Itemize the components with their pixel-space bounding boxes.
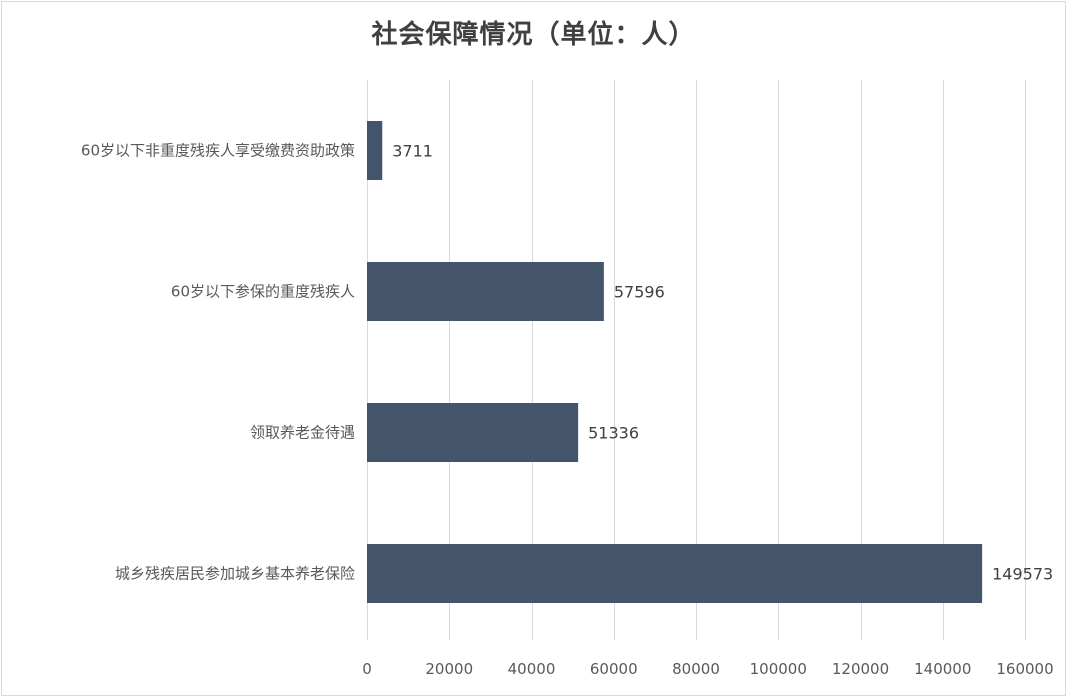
x-tick-label: 40000 bbox=[508, 660, 556, 678]
x-tick-label: 140000 bbox=[914, 660, 971, 678]
data-label: 149573 bbox=[992, 565, 1053, 584]
category-label: 城乡残疾居民参加城乡基本养老保险 bbox=[115, 565, 355, 583]
data-label: 57596 bbox=[614, 283, 665, 302]
category-label: 60岁以下参保的重度残疾人 bbox=[171, 283, 355, 301]
x-tick-label: 20000 bbox=[425, 660, 473, 678]
x-tick-label: 80000 bbox=[672, 660, 720, 678]
chart-title: 社会保障情况（单位：人） bbox=[371, 20, 696, 50]
bar bbox=[367, 121, 383, 180]
bar bbox=[367, 544, 983, 603]
bar bbox=[367, 403, 579, 462]
category-label: 领取养老金待遇 bbox=[250, 424, 355, 442]
x-tick-label: 0 bbox=[362, 660, 372, 678]
data-label: 51336 bbox=[588, 424, 639, 443]
category-label: 60岁以下非重度残疾人享受缴费资助政策 bbox=[81, 142, 355, 160]
bar bbox=[367, 262, 604, 321]
x-tick-label: 100000 bbox=[750, 660, 807, 678]
x-tick-label: 160000 bbox=[996, 660, 1053, 678]
x-tick-label: 60000 bbox=[590, 660, 638, 678]
x-tick-label: 120000 bbox=[832, 660, 889, 678]
data-label: 3711 bbox=[392, 142, 433, 161]
